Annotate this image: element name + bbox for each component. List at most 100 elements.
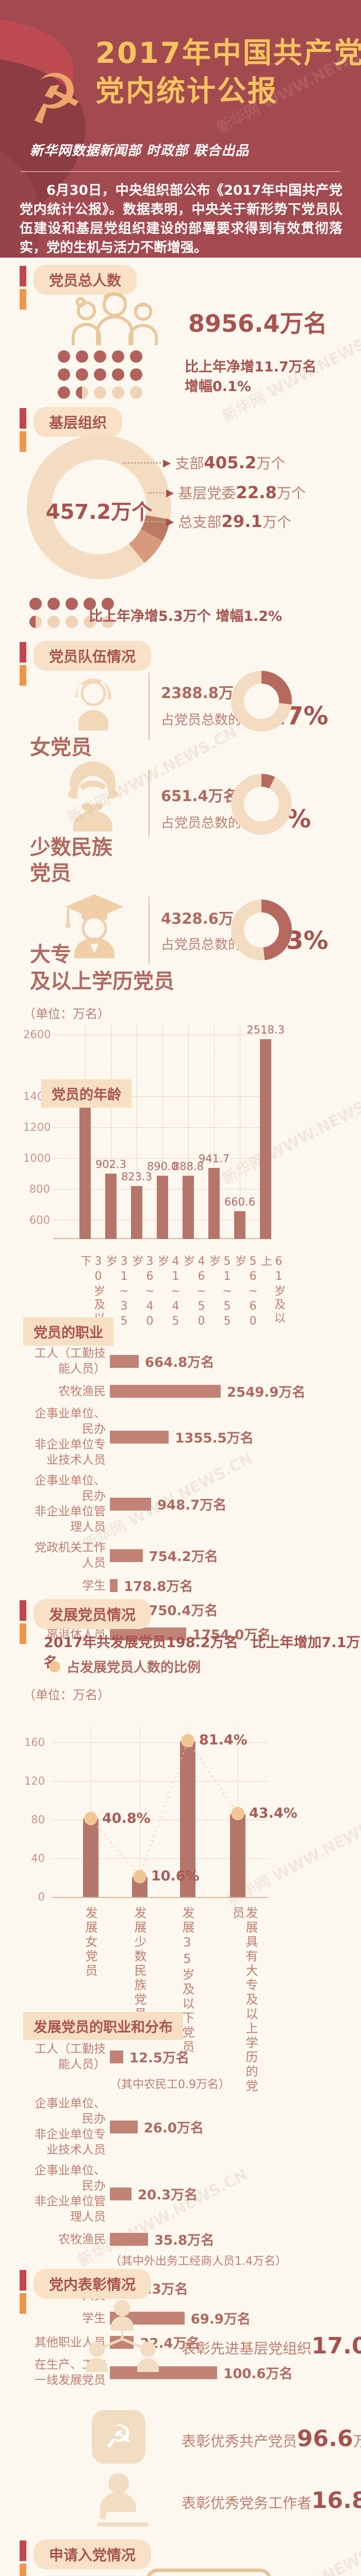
- divider-line: [149, 770, 150, 837]
- female-share-donut: [231, 671, 292, 732]
- development-bar: [230, 1814, 245, 1897]
- dot-icon: [47, 616, 60, 628]
- row-bar: [110, 2366, 218, 2379]
- accent-bars: [20, 408, 26, 452]
- commendation-item: 表彰优秀共产党员96.6万名: [182, 2426, 361, 2452]
- section-commendation: 党内表彰情况 表彰先进基层党组织17.0万个 ☭ 表彰优秀共产党员96.6万名 …: [0, 2262, 361, 2532]
- growth-rate-text: 增幅0.1%: [185, 379, 251, 395]
- row-bar: [110, 1579, 118, 1592]
- row-label-line: 党政机关工作人员: [35, 1541, 106, 1570]
- row-label-line: 企事业单位、民办: [35, 1407, 106, 1436]
- slice-label: 支部405.2万个: [175, 452, 285, 473]
- text-segment: 22.8: [236, 483, 277, 502]
- column-gridline: [162, 1026, 163, 1239]
- gridline: [53, 1158, 266, 1159]
- bar-value-label: 890.0: [146, 1160, 178, 1173]
- leader-line: [123, 462, 161, 464]
- dot-icon: [130, 350, 142, 363]
- row-label: 工人（工勤技能人员）: [23, 1346, 106, 1377]
- y-tick-label: 2600: [23, 1028, 51, 1041]
- dot-icon: [65, 616, 78, 628]
- bar-value-label: 2518.3: [247, 1024, 285, 1037]
- age-bar: [131, 1186, 142, 1239]
- row-bar: [110, 1497, 151, 1511]
- bar-value-label: 660.6: [224, 1195, 256, 1208]
- party-emblem-badge-icon: ☭: [92, 2410, 145, 2464]
- text-segment: 405.2: [204, 453, 257, 472]
- development-bar: [83, 1819, 99, 1897]
- bar-row: 党政机关工作人员 754.2万名: [23, 1540, 348, 1571]
- text-segment: 17.0: [311, 2333, 361, 2359]
- percentage-label: 43.4%: [249, 1805, 298, 1822]
- x-axis-label: 发展少数民族党员: [132, 1906, 146, 2022]
- row-value: 69.9万名: [190, 2312, 251, 2327]
- bar-row: 农牧渔民 35.8万名: [23, 2230, 348, 2249]
- row-label-line: 工人（工勤技能人员）: [35, 1347, 106, 1376]
- y-tick-label: 40: [31, 1852, 45, 1865]
- dot-icon: [130, 386, 142, 399]
- row-bar: [110, 2233, 149, 2246]
- row-label: 学生: [23, 1578, 106, 1594]
- page-title-line2: 党内统计公报: [95, 75, 278, 108]
- gridline: [52, 1781, 268, 1782]
- x-axis-label: 36~40岁: [130, 1255, 156, 1330]
- accent-bars: [20, 642, 26, 686]
- man-mustache-icon: [68, 761, 118, 832]
- row-value: 754.2万名: [149, 1549, 218, 1565]
- row-value: 1754.0万名: [192, 1628, 271, 1643]
- row-label-line: 学生: [82, 1579, 106, 1592]
- slice-label: 基层党委22.8万个: [178, 482, 305, 503]
- college-share-donut: [231, 900, 292, 960]
- bar-row: 学生 178.8万名: [23, 1576, 348, 1595]
- x-axis-label: 46~50岁: [182, 1255, 208, 1330]
- row-label-line: 企事业单位、民办: [35, 2164, 106, 2193]
- dot-icon: [58, 350, 70, 363]
- section-title: 基层组织: [34, 407, 123, 437]
- row-label: 企事业单位、民办 非企业单位专业技术人员: [23, 1406, 106, 1468]
- row-label-line: 农牧渔民: [58, 2232, 106, 2246]
- divider-line: [21, 171, 340, 172]
- row-value: 1355.5万名: [175, 1430, 254, 1446]
- producer-subtitle: 新华网数据新闻部 时政部 联合出品: [30, 143, 250, 159]
- age-bar: [260, 1039, 271, 1239]
- bar-row: 工人（工勤技能人员） 12.5万名: [23, 2041, 348, 2072]
- bar-row: 农牧渔民 2549.9万名: [23, 1382, 348, 1401]
- section-age-chart: （单位：万名） 60080010001200140026001331.4902.…: [0, 999, 361, 1330]
- age-bar: [183, 1176, 194, 1239]
- row-label-line: 离退休人员: [46, 1627, 106, 1641]
- page-title-line1: 2017年中国共产党: [95, 37, 361, 70]
- chart-title: 发展党员的职业和分布: [23, 2012, 183, 2040]
- chart-title: 党员的年龄: [41, 1079, 132, 1108]
- dot-icon: [58, 368, 70, 381]
- section-composition: 党员队伍情况 女党员 2388.8万名 占党员总数的26.7%: [0, 634, 361, 1001]
- leader-line: [140, 520, 164, 522]
- gridline: [52, 1897, 268, 1898]
- row-label: 在生产、工作一线发展党员: [23, 2357, 106, 2388]
- row-label: 农牧渔民: [23, 1384, 106, 1399]
- y-tick-label: 160: [24, 1736, 45, 1749]
- column-gridline: [188, 1026, 189, 1239]
- column-gridline: [214, 1026, 215, 1239]
- dot-icon: [58, 386, 70, 399]
- text-segment: 16.8: [311, 2487, 361, 2514]
- dot-icon: [112, 386, 124, 399]
- accent-bars: [20, 1600, 26, 1644]
- dot-icon: [29, 616, 42, 628]
- gridline: [52, 1858, 268, 1859]
- row-bar: [110, 1628, 186, 1640]
- text-segment: 表彰优秀党务工作者: [182, 2495, 312, 2512]
- percentage-label: 81.4%: [199, 1732, 248, 1749]
- bar-row: 离退休人员 1754.0万名: [23, 1624, 348, 1643]
- leader-line: [147, 492, 164, 494]
- x-axis-label: 61岁及以上: [259, 1255, 285, 1325]
- percentage-label: 10.6%: [151, 1868, 200, 1885]
- row-label-line: 非企业单位专业技术人员: [35, 1438, 106, 1467]
- graduate-icon: [65, 894, 124, 958]
- row-label: 党政机关工作人员: [23, 1540, 106, 1571]
- gridline: [52, 1742, 268, 1743]
- row-bar: [110, 1354, 139, 1368]
- row-value: 35.8万名: [154, 2233, 215, 2248]
- text-segment: 表彰优秀共产党员: [182, 2433, 298, 2450]
- accent-bars: [20, 266, 26, 310]
- section-total-members: 党员总人数 8956.4万名 比上年净增11.7万名 增幅0.1%: [0, 258, 361, 400]
